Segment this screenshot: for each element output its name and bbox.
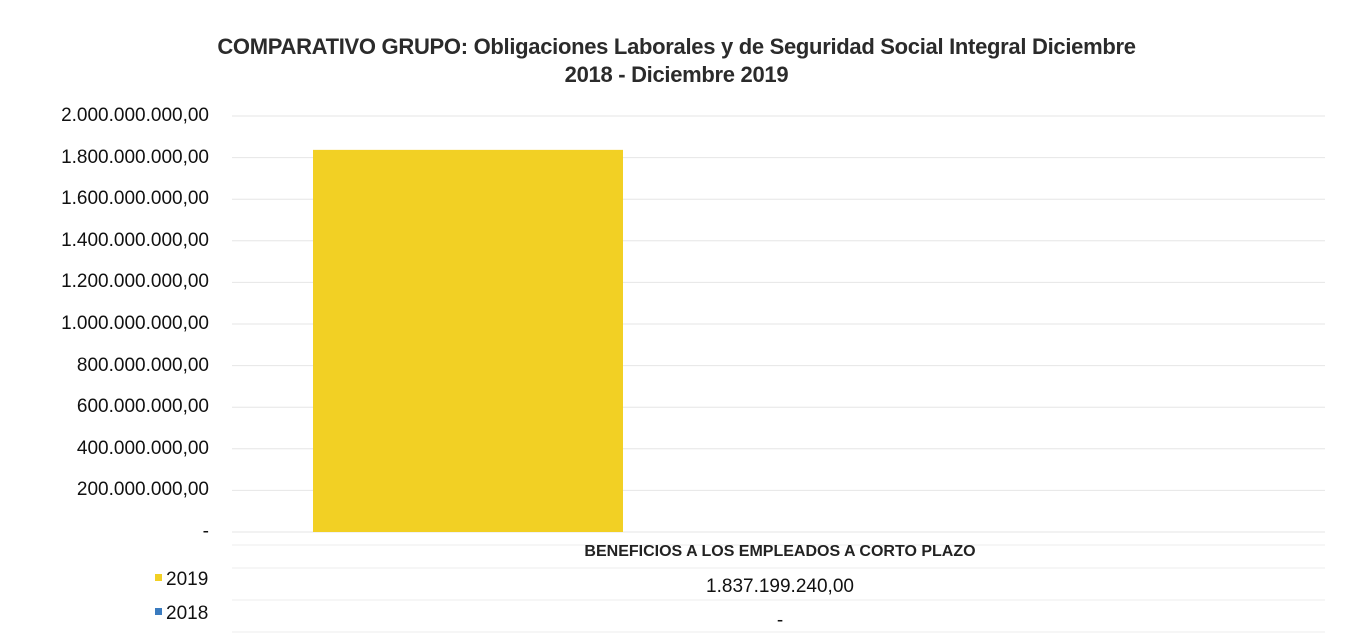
y-tick-label: 1.200.000.000,00 [61,271,209,293]
legend-label-2019: 2019 [166,569,209,590]
y-tick-label: 600.000.000,00 [76,396,209,418]
y-tick-label: 1.000.000.000,00 [61,313,209,334]
chart-title-line-1: COMPARATIVO GRUPO: Obligaciones Laborale… [217,34,1136,59]
data-table-value-2019: 1.837.199.240,00 [706,576,854,597]
y-tick-label: - [202,521,209,542]
y-tick-label: 1.400.000.000,00 [61,229,209,251]
y-tick-label: 800.000.000,00 [76,354,209,376]
legend-item-2019: 2019 [155,569,208,591]
legend-item-2018: 2018 [155,603,208,625]
category-label: BENEFICIOS A LOS EMPLEADOS A CORTO PLAZO [584,543,976,560]
chart-title-line-2: 2018 - Diciembre 2019 [564,62,789,87]
legend-swatch-2018 [155,608,162,616]
y-tick-label: 400.000.000,00 [76,437,209,459]
y-tick-label: 200.000.000,00 [76,479,209,501]
y-tick-label: 2.000.000.000,00 [61,105,209,126]
legend-label-2018: 2018 [166,603,209,624]
legend-swatch-2019 [155,574,162,582]
bar-2019 [313,149,623,533]
y-tick-label: 1.800.000.000,00 [61,146,209,168]
y-tick-label: 1.600.000.000,00 [61,188,209,210]
data-table-value-2018: - [776,610,784,631]
